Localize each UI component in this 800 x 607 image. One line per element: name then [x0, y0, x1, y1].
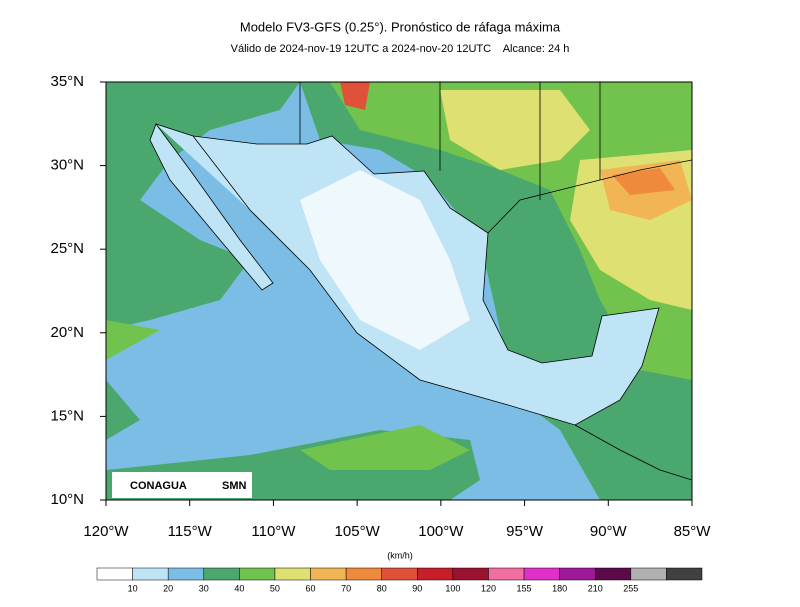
subtitle: Válido de 2024-nov-19 12UTC a 2024-nov-2…: [231, 43, 570, 55]
colorbar-label: 50: [270, 583, 280, 593]
colorbar-swatch: [452, 567, 489, 581]
colorbar-swatch: [594, 567, 632, 581]
colorbar-label: 255: [623, 583, 638, 593]
y-tick-label: 25°N: [50, 240, 84, 257]
y-tick-label: 35°N: [50, 73, 84, 90]
colorbar-swatch: [345, 567, 382, 581]
colorbar-swatch: [96, 567, 133, 581]
x-tick-label: 110°W: [251, 523, 296, 540]
x-tick-label: 120°W: [83, 523, 129, 540]
colorbar-swatch: [310, 567, 347, 581]
colorbar-label: 30: [199, 583, 209, 593]
colorbar-swatch: [630, 567, 667, 581]
colorbar-swatch: [559, 567, 596, 581]
colorbar-label: 70: [341, 583, 351, 593]
colorbar-swatch: [381, 567, 418, 581]
logo-conagua: CONAGUA: [130, 480, 187, 492]
colorbar-swatch: [239, 567, 276, 581]
x-tick-label: 85°W: [674, 523, 712, 540]
axes: 120°W 115°W 110°W 105°W 100°W 95°W 90°W 85°W 35°…: [50, 73, 711, 540]
map-frame: [105, 81, 693, 501]
colorbar-swatch: [132, 567, 169, 581]
y-tick-label: 10°N: [50, 491, 84, 508]
colorbar-label: 90: [412, 583, 422, 593]
colorbar-swatch: [274, 567, 311, 581]
logo-box: [112, 472, 252, 498]
x-tick-label: 115°W: [168, 523, 213, 540]
title: Modelo FV3-GFS (0.25°). Pronóstico de rá…: [240, 19, 561, 34]
colorbar-swatch: [666, 567, 703, 581]
x-tick-label: 90°W: [590, 523, 628, 540]
colorbar-label: 40: [234, 583, 244, 593]
y-tick-label: 15°N: [50, 407, 84, 424]
x-tick-label: 105°W: [335, 523, 381, 540]
colorbar-label: 80: [377, 583, 387, 593]
colorbar-label: 10: [128, 583, 138, 593]
colorbar-swatch: [167, 567, 205, 581]
colorbar-swatch: [488, 567, 525, 581]
x-tick-label: 95°W: [506, 523, 544, 540]
colorbar-label: 210: [588, 583, 603, 593]
colorbar: 10 20 30 40 50 60 70 80 90 100 120 155 180 210 255: [96, 567, 703, 593]
y-tick-label: 30°N: [50, 157, 84, 174]
colorbar-label: 20: [163, 583, 173, 593]
colorbar-label: 180: [552, 583, 567, 593]
y-tick-label: 20°N: [50, 324, 84, 341]
colorbar-label: 155: [517, 583, 532, 593]
colorbar-label: 100: [445, 583, 460, 593]
colorbar-label: 60: [306, 583, 316, 593]
map: [106, 82, 692, 500]
colorbar-swatch: [203, 567, 240, 581]
colorbar-swatch: [417, 567, 454, 581]
x-tick-label: 100°W: [418, 523, 464, 540]
colorbar-unit: (km/h): [387, 550, 413, 560]
colorbar-label: 120: [481, 583, 496, 593]
logo-smn: SMN: [222, 480, 247, 492]
colorbar-swatch: [523, 567, 560, 581]
